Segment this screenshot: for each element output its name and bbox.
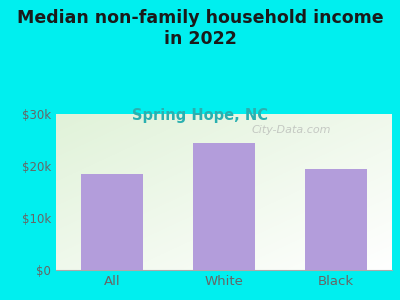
Bar xyxy=(81,174,143,270)
Bar xyxy=(193,142,255,270)
Bar xyxy=(305,169,367,270)
Text: Spring Hope, NC: Spring Hope, NC xyxy=(132,108,268,123)
Text: Median non-family household income
in 2022: Median non-family household income in 20… xyxy=(17,9,383,48)
Text: City-Data.com: City-Data.com xyxy=(252,125,331,135)
